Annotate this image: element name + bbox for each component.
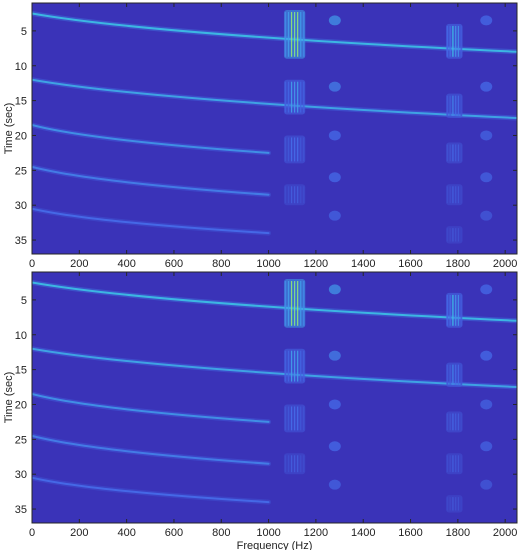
tone-spot <box>480 130 493 141</box>
y-tick-label: 30 <box>15 200 27 212</box>
harmonic-band <box>446 453 463 475</box>
y-tick-label: 10 <box>15 330 27 342</box>
x-tick-label: 1600 <box>398 258 422 270</box>
tone-spot <box>480 172 493 183</box>
tone-spot <box>328 441 341 452</box>
x-tick-label: 1200 <box>304 527 328 539</box>
x-tick-label: 800 <box>212 527 230 539</box>
x-tick-label: 0 <box>29 527 35 539</box>
x-tick-label: 1600 <box>398 527 422 539</box>
tone-spot <box>328 350 341 361</box>
harmonic-band <box>446 142 463 164</box>
harmonic-band <box>283 184 306 206</box>
y-tick-label: 15 <box>15 96 27 108</box>
chirp-sweep <box>32 476 270 504</box>
chirp-sweep <box>32 393 270 423</box>
x-tick-label: 0 <box>29 258 35 270</box>
y-tick-label: 35 <box>15 504 27 516</box>
tone-spot <box>480 81 493 92</box>
y-tick-label: 25 <box>15 165 27 177</box>
y-tick-label: 10 <box>15 61 27 73</box>
harmonic-band <box>446 292 463 328</box>
harmonic-band <box>446 362 463 388</box>
plot-background <box>32 3 517 254</box>
x-tick-label: 1000 <box>256 527 280 539</box>
chirp-sweep <box>32 434 270 465</box>
y-tick-label: 25 <box>15 434 27 446</box>
chirp-sweep <box>32 207 270 235</box>
harmonic-band <box>283 79 306 115</box>
tone-spot <box>328 15 341 26</box>
tone-spot <box>480 479 493 490</box>
chirp-sweep <box>32 12 517 53</box>
harmonic-band <box>446 411 463 433</box>
tone-spot <box>480 350 493 361</box>
x-tick-label: 400 <box>117 527 135 539</box>
x-tick-label: 600 <box>165 527 183 539</box>
y-tick-label: 35 <box>15 235 27 247</box>
tone-spot <box>480 210 493 221</box>
x-tick-label: 200 <box>70 258 88 270</box>
y-tick-label: 15 <box>15 365 27 377</box>
x-tick-label: 1400 <box>351 258 375 270</box>
x-tick-label: 800 <box>212 258 230 270</box>
x-axis-label: Frequency (Hz) <box>237 540 313 550</box>
x-tick-label: 1800 <box>446 527 470 539</box>
y-tick-label: 20 <box>15 399 27 411</box>
x-tick-label: 1400 <box>351 527 375 539</box>
chirp-sweep <box>32 124 270 154</box>
harmonic-band <box>446 495 463 513</box>
plot-area <box>32 278 517 513</box>
harmonic-band <box>446 184 463 206</box>
harmonic-band <box>283 278 306 328</box>
axes-frame <box>31 2 518 255</box>
tone-spot <box>328 172 341 183</box>
spectrogram-bottom: 0 200 400 600 800 1000 1200 1400 1600 1800 2000 5 10… <box>3 271 518 550</box>
x-tick-label: 1000 <box>256 258 280 270</box>
tone-spot <box>328 479 341 490</box>
y-tick-label: 20 <box>15 130 27 142</box>
spectrogram-top: 0 200 400 600 800 1000 1200 1400 1600 1800 2000 5 10… <box>3 2 518 270</box>
x-tick-label: 2000 <box>493 258 517 270</box>
tone-spot <box>328 81 341 92</box>
plot-background <box>32 272 517 523</box>
chirp-sweep <box>32 78 517 120</box>
chirp-sweep <box>32 347 517 389</box>
x-tick-label: 1200 <box>304 258 328 270</box>
y-axis-label: Time (sec) <box>3 103 15 155</box>
y-axis-label: Time (sec) <box>3 372 15 424</box>
harmonic-band <box>283 9 306 59</box>
harmonic-band <box>446 93 463 119</box>
x-tick-label: 600 <box>165 258 183 270</box>
tone-spot <box>328 284 341 295</box>
tone-spot <box>328 130 341 141</box>
harmonic-band <box>446 23 463 59</box>
x-tick-label: 1800 <box>446 258 470 270</box>
tone-spot <box>328 399 341 410</box>
y-tick-label: 30 <box>15 469 27 481</box>
chirp-sweep <box>32 165 270 196</box>
x-tick-label: 200 <box>70 527 88 539</box>
tone-spot <box>480 399 493 410</box>
tone-spot <box>480 441 493 452</box>
chirp-sweep <box>32 281 517 322</box>
tone-spot <box>480 15 493 26</box>
y-tick-label: 5 <box>21 295 27 307</box>
x-tick-label: 2000 <box>493 527 517 539</box>
harmonic-band <box>283 135 306 164</box>
axes-frame <box>31 271 518 524</box>
harmonic-band <box>283 404 306 433</box>
y-tick-label: 5 <box>21 26 27 38</box>
harmonic-band <box>283 453 306 475</box>
tone-spot <box>328 210 341 221</box>
harmonic-band <box>283 348 306 384</box>
tone-spot <box>480 284 493 295</box>
x-tick-label: 400 <box>117 258 135 270</box>
harmonic-band <box>446 226 463 244</box>
plot-area <box>32 9 517 244</box>
